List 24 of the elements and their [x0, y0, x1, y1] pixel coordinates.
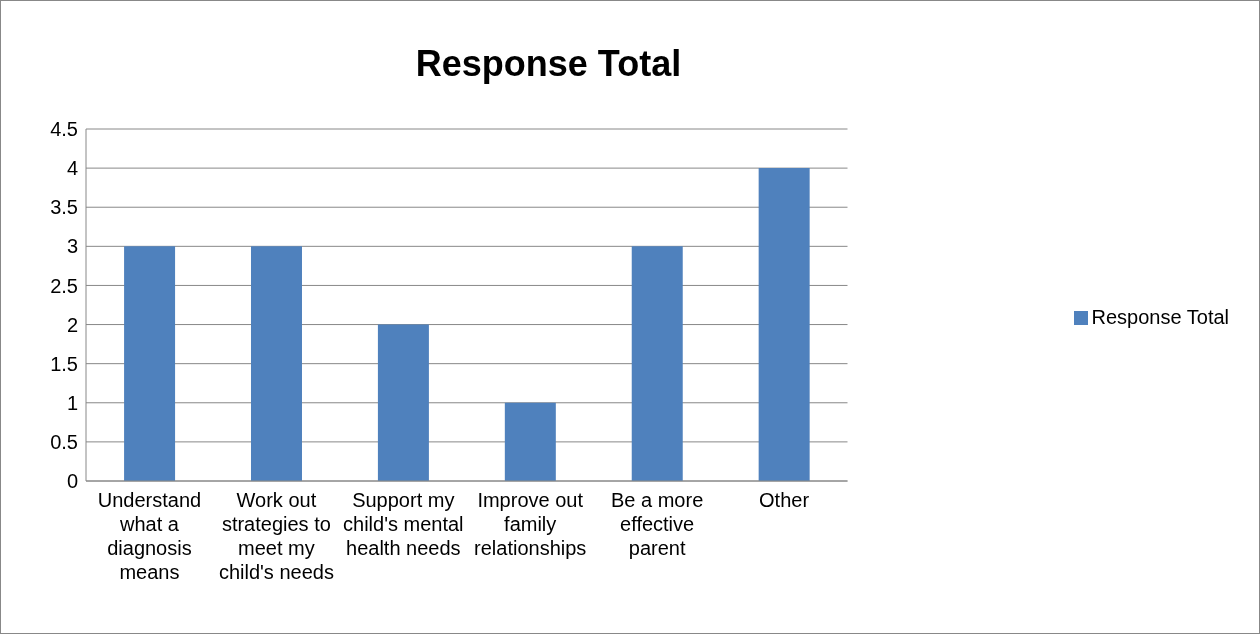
y-tick-label: 4.5 — [50, 118, 78, 141]
x-tick-label: Understand what a diagnosis means — [97, 489, 202, 583]
chart-title: Response Total — [414, 43, 683, 85]
y-tick-label: 3.5 — [50, 196, 78, 219]
bar — [124, 246, 176, 481]
x-tick-label: Support my child's mental health needs — [343, 489, 464, 559]
bar — [250, 246, 302, 481]
bar — [377, 324, 429, 481]
y-tick-label: 4 — [66, 157, 78, 180]
legend-label: Response Total — [1091, 305, 1229, 328]
x-tick-label: Be a more effective parent — [610, 489, 704, 559]
bar — [758, 168, 810, 481]
x-tick-label: Work out strategies to meet my child's needs — [218, 489, 334, 583]
x-tick-label: Improve out family relationships — [474, 489, 587, 559]
y-tick-label: 0.5 — [50, 430, 78, 453]
y-tick-label: 1 — [66, 391, 78, 414]
y-tick-label: 1.5 — [50, 352, 78, 375]
y-tick-label: 2 — [66, 313, 78, 336]
bar — [631, 246, 683, 481]
y-tick-label: 0 — [66, 470, 78, 493]
x-tick-label: Other — [759, 489, 810, 511]
y-tick-label: 2.5 — [50, 274, 78, 297]
bar — [504, 402, 556, 481]
y-tick-label: 3 — [66, 235, 78, 258]
